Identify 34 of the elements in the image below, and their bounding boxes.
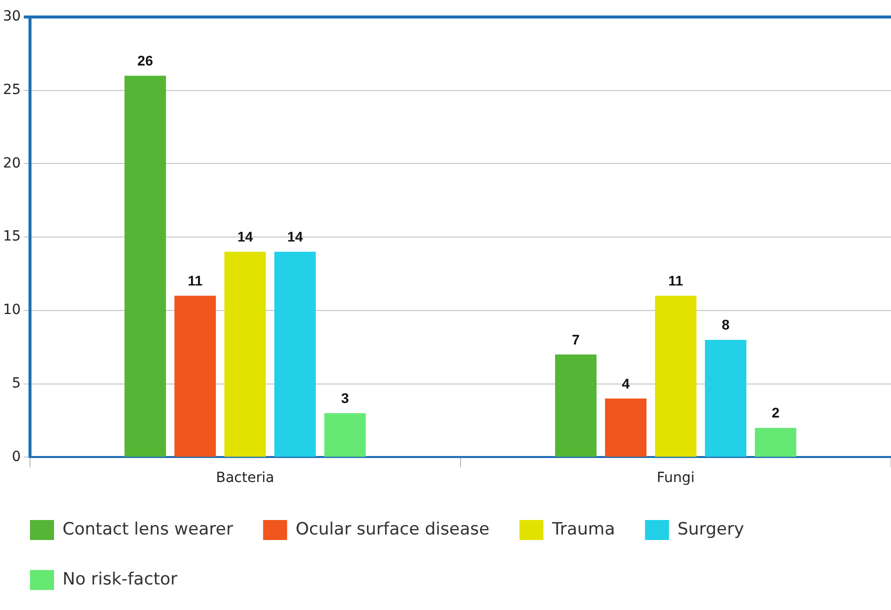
bar — [754, 428, 796, 457]
y-tick-label: 30 — [2, 8, 21, 25]
y-tick-label: 20 — [2, 155, 21, 172]
data-label: 2 — [772, 404, 780, 421]
y-tick-label: 5 — [12, 375, 21, 392]
data-label: 3 — [341, 390, 350, 406]
data-label: 14 — [237, 228, 254, 245]
legend-label: No risk-factor — [62, 569, 178, 590]
legend-label: Ocular surface disease — [296, 519, 490, 540]
legend-label: Contact lens wearer — [62, 519, 234, 540]
bar — [174, 296, 216, 457]
x-tick-label: Fungi — [656, 470, 695, 486]
bar — [555, 354, 597, 457]
legend-label: Surgery — [677, 519, 744, 540]
data-label: 8 — [722, 316, 730, 333]
legend-label: Trauma — [550, 519, 615, 540]
data-label: 4 — [622, 375, 630, 392]
y-tick-label: 0 — [12, 448, 21, 465]
bar — [704, 340, 746, 457]
bar — [124, 76, 166, 457]
data-label: 11 — [668, 272, 684, 289]
y-tick-label: 15 — [2, 228, 21, 245]
bar — [324, 413, 366, 457]
data-label: 11 — [188, 272, 203, 289]
bar — [224, 252, 266, 457]
y-tick-label: 10 — [2, 302, 21, 318]
bar — [605, 398, 646, 457]
x-tick-label: Bacteria — [216, 470, 274, 486]
bar — [654, 296, 696, 457]
data-label: 14 — [287, 228, 304, 245]
data-label: 7 — [572, 331, 580, 348]
y-tick-label: 25 — [2, 82, 21, 98]
data-label: 26 — [137, 52, 154, 69]
bar — [274, 252, 316, 457]
